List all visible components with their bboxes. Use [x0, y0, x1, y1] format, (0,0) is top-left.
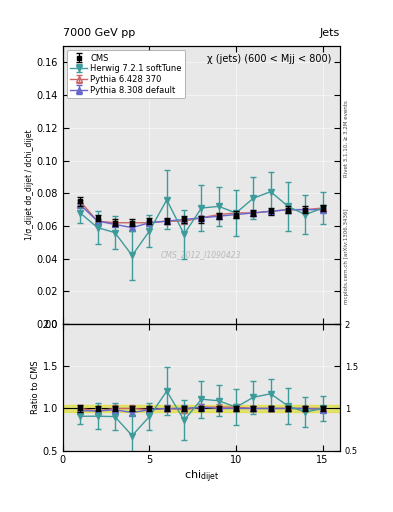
- Y-axis label: Ratio to CMS: Ratio to CMS: [31, 360, 40, 414]
- Text: χ (jets) (600 < Mjj < 800): χ (jets) (600 < Mjj < 800): [207, 54, 332, 65]
- Text: Rivet 3.1.10, ≥ 3.2M events: Rivet 3.1.10, ≥ 3.2M events: [344, 100, 349, 177]
- X-axis label: chi$_{\mathrm{dijet}}$: chi$_{\mathrm{dijet}}$: [184, 468, 219, 484]
- Bar: [63, 405, 340, 412]
- Text: Jets: Jets: [320, 28, 340, 38]
- Text: 7000 GeV pp: 7000 GeV pp: [63, 28, 135, 38]
- Y-axis label: 1/σ_dijet dσ_dijet / dchi_dijet: 1/σ_dijet dσ_dijet / dchi_dijet: [25, 130, 34, 241]
- Legend: CMS, Herwig 7.2.1 softTune, Pythia 6.428 370, Pythia 8.308 default: CMS, Herwig 7.2.1 softTune, Pythia 6.428…: [67, 50, 185, 98]
- Text: CMS_2012_I1090423: CMS_2012_I1090423: [161, 250, 242, 259]
- Text: mcplots.cern.ch [arXiv:1306.3436]: mcplots.cern.ch [arXiv:1306.3436]: [344, 208, 349, 304]
